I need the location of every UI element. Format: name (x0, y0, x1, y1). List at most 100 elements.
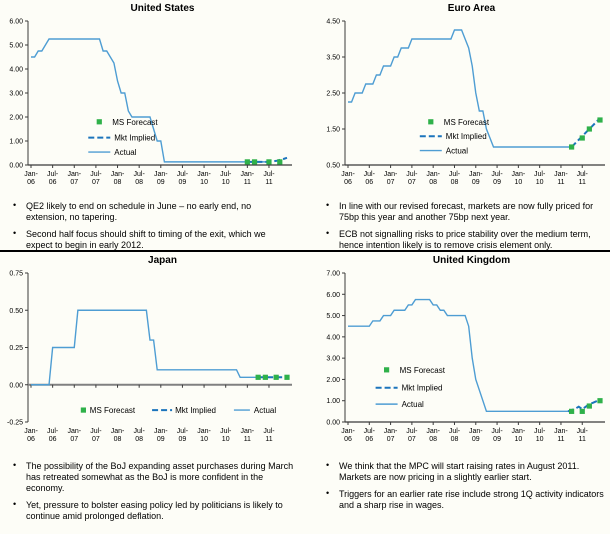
chart-title: Euro Area (447, 3, 496, 14)
x-tick-label: 07 (92, 179, 100, 186)
x-tick-label: Jul- (263, 171, 275, 178)
x-tick-label: Jul- (449, 428, 461, 435)
bottom-row: Japan -0.25 0.00 0.25 0.50 0.75 Jan- 06 Jul- 06 J… (0, 252, 610, 532)
legend-label: MS Forecast (400, 366, 446, 375)
y-tick-label: 2.00 (9, 115, 23, 122)
x-tick-label: Jan- (426, 171, 440, 178)
ms-forecast-marker (569, 144, 575, 150)
x-tick-label: 07 (408, 179, 416, 186)
x-tick-label: 07 (92, 436, 100, 443)
y-tick-label: 3.00 (9, 91, 23, 98)
y-tick-label: -0.25 (7, 420, 23, 427)
ms-forecast-marker (597, 117, 603, 123)
x-tick-label: Jan- (197, 171, 211, 178)
mkt-implied-line (567, 398, 601, 413)
x-tick-label: 10 (514, 179, 522, 186)
ms-forecast-marker (579, 135, 585, 141)
x-tick-label: 07 (70, 179, 78, 186)
chart-title: United States (130, 3, 195, 14)
x-tick-label: 11 (579, 436, 586, 443)
x-tick-label: 11 (265, 179, 272, 186)
x-tick-label: Jan- (154, 171, 168, 178)
x-tick-label: 10 (536, 436, 544, 443)
x-tick-label: Jul- (47, 428, 59, 435)
x-tick-label: Jan- (67, 171, 81, 178)
x-tick-label: 09 (157, 179, 165, 186)
bullet-item: QE2 likely to end on schedule in June – … (12, 200, 266, 223)
y-tick-label: 0.50 (326, 163, 340, 170)
x-tick-label: Jul- (134, 171, 146, 178)
legend-square-icon (96, 119, 102, 125)
x-axis: Jan-06Jul-06Jan-07Jul-07Jan-08Jul-08Jan-… (24, 164, 292, 186)
ms-forecast-marker (266, 159, 272, 165)
x-tick-label: 06 (49, 179, 57, 186)
y-tick-label: 1.00 (326, 398, 340, 405)
y-tick-label: 6.00 (9, 19, 23, 26)
x-tick-label: 08 (429, 436, 437, 443)
x-tick-label: 09 (493, 436, 501, 443)
ms-forecast-marker (255, 374, 261, 380)
x-tick-label: 11 (557, 436, 564, 443)
ms-forecast-marker (579, 408, 585, 414)
x-tick-label: Jul- (406, 171, 418, 178)
x-tick-label: 10 (514, 436, 522, 443)
mkt-implied-line (247, 156, 288, 163)
x-tick-label: 06 (27, 179, 35, 186)
x-tick-label: 06 (49, 436, 57, 443)
x-tick-label: 08 (114, 179, 122, 186)
ms-forecast-marker (284, 374, 290, 380)
chart-title: Japan (148, 255, 177, 266)
actual-line (31, 309, 259, 386)
actual-line (348, 298, 572, 413)
x-tick-label: 06 (344, 179, 352, 186)
x-tick-label: Jan- (24, 428, 38, 435)
x-tick-label: 10 (200, 436, 208, 443)
x-tick-label: Jul- (364, 428, 376, 435)
y-tick-label: 2.50 (326, 91, 340, 98)
mkt-implied-line (570, 117, 601, 148)
x-tick-label: Jan- (469, 428, 483, 435)
x-tick-label: 06 (365, 436, 373, 443)
x-tick-label: Jul- (90, 171, 102, 178)
x-tick-label: Jan- (241, 171, 255, 178)
x-tick-label: Jan- (426, 428, 440, 435)
x-tick-label: 09 (179, 436, 187, 443)
legend-label: MS Forecast (444, 118, 490, 127)
y-tick-label: 0.75 (9, 271, 23, 278)
legend: MS Forecast Mkt Implied Actual (80, 406, 276, 415)
legend-label: MS Forecast (112, 118, 158, 127)
x-tick-label: Jul- (263, 428, 275, 435)
y-tick-label: 3.50 (326, 55, 340, 62)
x-tick-label: 10 (222, 436, 230, 443)
y-axis: -0.25 0.00 0.25 0.50 0.75 (7, 271, 29, 427)
ms-forecast-marker (262, 374, 268, 380)
y-tick-label: 5.00 (326, 313, 340, 320)
y-tick-label: 4.00 (326, 334, 340, 341)
y-tick-label: 5.00 (9, 43, 23, 50)
x-tick-label: 09 (472, 436, 480, 443)
x-tick-label: Jan- (241, 428, 255, 435)
panel-united-kingdom: United Kingdom 0.00 1.00 2.00 3.00 4.00 5.00 6… (305, 252, 610, 532)
x-tick-label: 06 (27, 436, 35, 443)
x-tick-label: Jan- (554, 428, 568, 435)
x-tick-label: 11 (244, 436, 251, 443)
legend-square-icon (80, 407, 86, 413)
x-tick-label: Jan- (341, 428, 355, 435)
x-tick-label: Jan- (554, 171, 568, 178)
panel-japan: Japan -0.25 0.00 0.25 0.50 0.75 Jan- 06 Jul- 06 J… (0, 252, 305, 532)
x-tick-label: Jul- (220, 171, 232, 178)
chart-title: United Kingdom (432, 255, 511, 266)
y-tick-label: 1.50 (326, 127, 340, 134)
bullet-item: We think that the MPC will start raising… (325, 460, 610, 483)
ms-forecast-marker (597, 398, 603, 404)
x-tick-label: 09 (472, 179, 480, 186)
x-tick-label: Jan- (469, 171, 483, 178)
ms-forecast-marker (277, 159, 283, 165)
legend-label: Mkt Implied (114, 134, 155, 143)
x-tick-label: Jan- (111, 171, 125, 178)
y-tick-label: 0.25 (9, 345, 23, 352)
x-tick-label: 07 (387, 436, 395, 443)
legend-label: Actual (446, 147, 468, 156)
x-tick-label: Jul- (534, 428, 546, 435)
bullet-item: Yet, pressure to bolster easing policy l… (12, 499, 294, 522)
